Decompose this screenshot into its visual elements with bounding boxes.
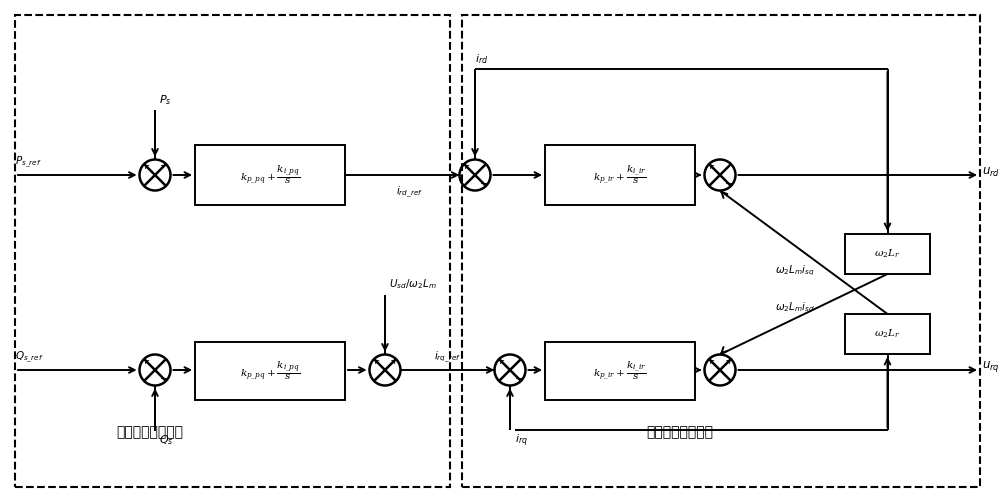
Text: $k_{p\_pq}+\dfrac{k_{i\_pq}}{s}$: $k_{p\_pq}+\dfrac{k_{i\_pq}}{s}$	[240, 164, 300, 187]
Text: −: −	[725, 179, 734, 189]
Text: $U_{sd}/\omega_2 L_m$: $U_{sd}/\omega_2 L_m$	[389, 278, 437, 291]
Text: $Q_{s\_ref}$: $Q_{s\_ref}$	[15, 350, 44, 365]
Text: +: +	[706, 356, 715, 366]
Text: +: +	[461, 162, 470, 172]
Text: $\omega_2 L_m i_{sd}$: $\omega_2 L_m i_{sd}$	[775, 300, 815, 314]
Text: $\omega_2 L_r$: $\omega_2 L_r$	[874, 328, 901, 340]
Text: 转子侧功率控制环: 转子侧功率控制环	[116, 425, 184, 439]
Text: $u_{rd}$: $u_{rd}$	[982, 166, 1000, 179]
Text: $\omega_2 L_m i_{sq}$: $\omega_2 L_m i_{sq}$	[775, 264, 815, 278]
Text: +: +	[706, 162, 715, 172]
Text: −: −	[480, 179, 489, 189]
Text: $k_{p\_ir}+\dfrac{k_{i\_ir}}{s}$: $k_{p\_ir}+\dfrac{k_{i\_ir}}{s}$	[593, 164, 647, 187]
Text: +: +	[725, 356, 734, 366]
Text: +: +	[390, 356, 399, 366]
Text: $i_{rd}$: $i_{rd}$	[475, 52, 488, 66]
Text: +: +	[141, 162, 150, 172]
Text: $P_{s\_ref}$: $P_{s\_ref}$	[15, 155, 42, 170]
Text: $P_s$: $P_s$	[159, 93, 172, 106]
Text: +: +	[371, 356, 380, 366]
Text: +: +	[496, 356, 505, 366]
Text: −: −	[160, 374, 169, 384]
Text: −: −	[160, 162, 169, 172]
Text: $Q_s$: $Q_s$	[159, 434, 174, 447]
Text: 转子侧电流控制环: 转子侧电流控制环	[646, 425, 714, 439]
Text: $\omega_2 L_r$: $\omega_2 L_r$	[874, 248, 901, 260]
Text: −: −	[515, 374, 524, 384]
Text: $u_{rq}$: $u_{rq}$	[982, 359, 1000, 375]
FancyBboxPatch shape	[195, 342, 345, 400]
FancyBboxPatch shape	[545, 342, 695, 400]
Text: $k_{p\_ir}+\dfrac{k_{i\_ir}}{s}$: $k_{p\_ir}+\dfrac{k_{i\_ir}}{s}$	[593, 360, 647, 382]
FancyBboxPatch shape	[545, 145, 695, 205]
Text: $i_{rq\_ref}$: $i_{rq\_ref}$	[434, 350, 461, 365]
Text: $i_{rq}$: $i_{rq}$	[515, 433, 528, 450]
Text: +: +	[141, 356, 150, 366]
Text: $k_{p\_pq}+\dfrac{k_{i\_pq}}{s}$: $k_{p\_pq}+\dfrac{k_{i\_pq}}{s}$	[240, 360, 300, 382]
FancyBboxPatch shape	[195, 145, 345, 205]
FancyBboxPatch shape	[845, 234, 930, 274]
FancyBboxPatch shape	[845, 314, 930, 354]
Text: $i_{rd\_ref}$: $i_{rd\_ref}$	[396, 185, 424, 200]
